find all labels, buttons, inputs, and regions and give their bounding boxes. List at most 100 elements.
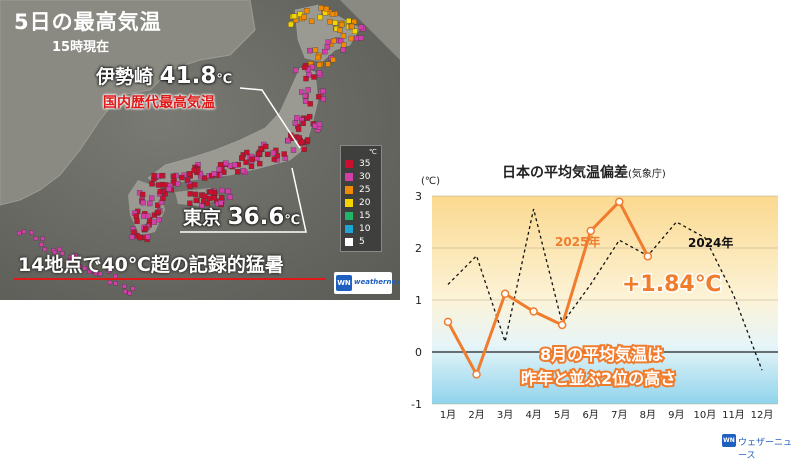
weathernews-logo: WN weathernews xyxy=(334,272,400,294)
station-marker xyxy=(127,291,132,296)
station-marker xyxy=(106,269,112,274)
station-marker xyxy=(113,281,118,286)
station-marker xyxy=(122,289,128,294)
tokyo-pointer-line xyxy=(180,167,307,233)
station-marker xyxy=(202,193,208,199)
station-marker xyxy=(170,180,176,186)
station-marker xyxy=(73,253,78,258)
mainland-asia-shape xyxy=(0,0,256,206)
station-marker xyxy=(192,182,198,188)
series-label-2025: 2025年 xyxy=(555,234,600,249)
station-marker xyxy=(316,70,323,76)
station-marker xyxy=(325,61,331,67)
tokyo-unit: ℃ xyxy=(284,213,301,228)
station-marker xyxy=(299,89,305,95)
series-point-2025 xyxy=(615,197,624,206)
x-tick-label: 8月 xyxy=(640,409,656,421)
station-marker xyxy=(210,195,217,201)
tokyo-name: 東京 xyxy=(183,207,222,229)
series-point-2025 xyxy=(500,289,510,299)
legend-row: 25 xyxy=(345,184,381,196)
legend-row: 35 xyxy=(345,158,381,170)
legend-swatch xyxy=(345,173,353,181)
station-marker xyxy=(130,286,135,291)
station-marker xyxy=(155,202,161,208)
station-marker xyxy=(341,42,347,48)
station-marker xyxy=(316,62,323,68)
station-marker xyxy=(216,166,222,173)
station-marker xyxy=(42,247,47,252)
station-marker xyxy=(270,150,276,156)
station-marker xyxy=(256,150,262,157)
station-marker xyxy=(179,174,185,181)
station-marker xyxy=(187,183,193,190)
station-marker xyxy=(292,120,298,126)
station-marker xyxy=(312,47,319,53)
station-marker xyxy=(156,217,162,223)
x-tick-label: 12月 xyxy=(751,409,774,421)
station-marker xyxy=(151,172,157,179)
station-marker xyxy=(316,121,323,127)
legend-swatch xyxy=(345,186,353,194)
station-marker xyxy=(17,230,22,236)
y-tick-label: 2 xyxy=(415,242,422,255)
station-marker xyxy=(317,14,323,21)
temperature-map-panel: 5日の最高気温 15時現在 伊勢崎 41.8℃ 国内歴代最高気温 東京 36.6… xyxy=(0,0,400,300)
station-marker xyxy=(166,186,172,192)
station-marker xyxy=(137,235,143,241)
station-marker xyxy=(239,155,246,161)
map-subtitle: 15時現在 xyxy=(52,40,110,55)
legend-row: 10 xyxy=(345,223,381,235)
station-marker xyxy=(264,151,271,157)
station-marker xyxy=(330,57,336,63)
station-marker xyxy=(29,230,34,235)
station-marker xyxy=(191,167,197,174)
station-marker xyxy=(307,47,313,54)
station-marker xyxy=(184,177,191,183)
footer-logo-text: ウェザーニュース xyxy=(738,438,793,461)
station-marker xyxy=(348,35,355,42)
station-marker xyxy=(243,159,249,165)
station-marker xyxy=(159,172,165,179)
station-marker xyxy=(107,280,113,285)
legend-swatch xyxy=(345,225,353,233)
footer-logo-mark: WN xyxy=(722,434,736,447)
station-marker xyxy=(57,246,62,252)
station-marker xyxy=(40,236,45,241)
station-marker xyxy=(323,6,330,12)
series-point-2025 xyxy=(529,307,538,316)
station-marker xyxy=(204,200,210,207)
station-marker xyxy=(82,266,88,271)
station-marker xyxy=(244,149,250,156)
x-tick-label: 4月 xyxy=(525,409,541,421)
station-marker xyxy=(327,19,333,25)
x-tick-label: 1月 xyxy=(440,409,456,421)
station-marker xyxy=(143,225,149,232)
station-marker xyxy=(281,151,287,157)
wn-logo-text: weathernews xyxy=(354,278,400,286)
station-marker xyxy=(227,162,233,169)
station-marker xyxy=(316,94,322,100)
station-marker xyxy=(87,269,92,274)
station-marker xyxy=(145,213,151,219)
x-tick-label: 5月 xyxy=(554,409,570,421)
station-marker xyxy=(329,11,336,17)
footer-weathernews-logo: WN ウェザーニュース xyxy=(722,434,794,461)
station-marker xyxy=(315,54,321,61)
station-marker xyxy=(301,64,308,71)
station-marker xyxy=(295,126,302,132)
station-marker xyxy=(248,163,255,170)
chart-title-source: (気象庁) xyxy=(628,169,666,180)
station-marker xyxy=(290,147,297,153)
station-marker xyxy=(131,229,137,235)
station-marker xyxy=(133,213,139,219)
station-marker xyxy=(145,234,151,240)
station-marker xyxy=(340,33,347,39)
highlight-value: +1.84℃ xyxy=(622,272,721,297)
y-tick-label: 1 xyxy=(415,294,422,307)
station-marker xyxy=(39,242,44,247)
station-marker xyxy=(217,162,224,168)
y-tick-label: -1 xyxy=(411,398,422,411)
station-marker xyxy=(318,5,324,11)
y-tick-labels: -1 0 1 2 3 xyxy=(411,190,422,411)
